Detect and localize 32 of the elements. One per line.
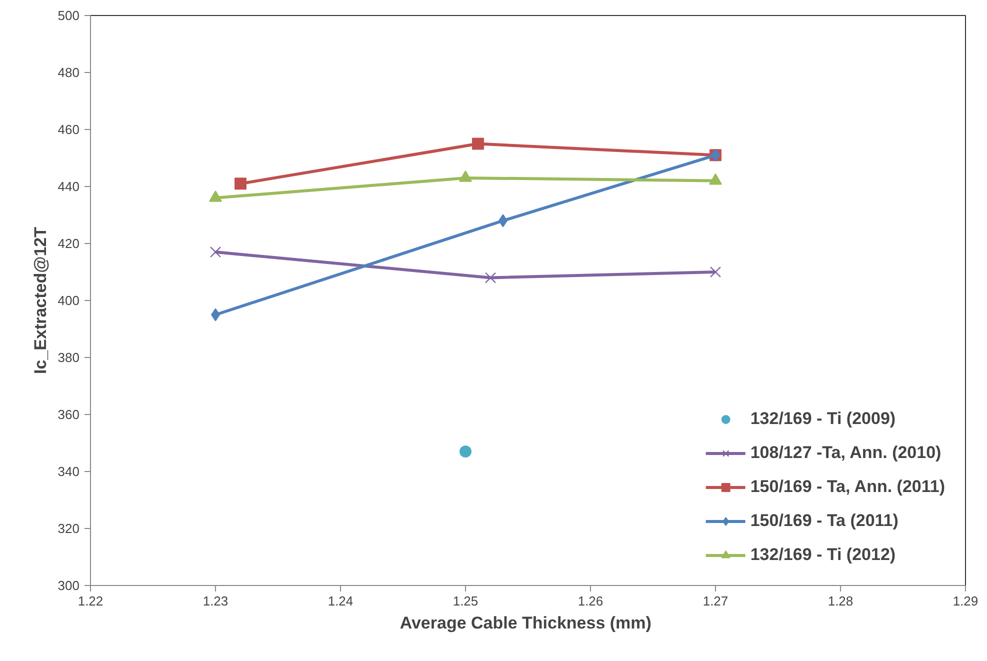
point	[234, 178, 246, 190]
point	[484, 272, 496, 284]
legend-label: 150/169 - Ta (2011)	[750, 511, 898, 531]
x-axis-title: Average Cable Thickness (mm)	[400, 614, 652, 632]
x-tick-label: 1.24	[328, 594, 354, 608]
x-tick-label: 1.26	[578, 594, 604, 608]
y-tick-label: 360	[58, 407, 80, 422]
y-axis-title: Ic_Extracted@12T	[30, 226, 50, 374]
y-tick-label: 460	[58, 122, 80, 137]
x-tick-label: 1.28	[828, 594, 854, 608]
x-tick-label: 1.27	[702, 594, 728, 608]
y-tick-label: 500	[58, 8, 80, 23]
y-tick-label: 300	[58, 578, 80, 593]
legend-label: 132/169 - Ti (2012)	[750, 545, 896, 565]
y-tick-label: 380	[58, 350, 80, 365]
legend-label: 150/169 - Ta, Ann. (2011)	[750, 477, 945, 497]
y-tick-label: 320	[58, 521, 80, 536]
point	[472, 138, 484, 150]
y-tick-label: 340	[58, 464, 80, 479]
y-tick-label: 420	[58, 236, 80, 251]
point	[210, 246, 222, 258]
point	[460, 446, 472, 458]
y-tick-label: 440	[58, 179, 80, 194]
legend-label: 108/127 -Ta, Ann. (2010)	[750, 443, 942, 463]
legend-label: 132/169 - Ti (2009)	[750, 409, 896, 429]
x-tick-label: 1.29	[952, 594, 978, 608]
y-tick-label: 480	[58, 65, 80, 80]
x-tick-label: 1.25	[452, 594, 478, 608]
point	[710, 266, 722, 278]
x-tick-label: 1.23	[202, 594, 228, 608]
x-tick-label: 1.22	[78, 594, 104, 608]
y-tick-label: 400	[58, 293, 80, 308]
